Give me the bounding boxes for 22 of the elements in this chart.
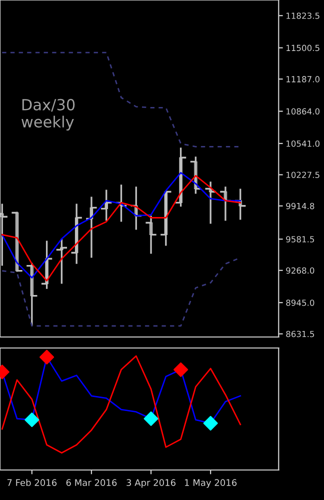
- y-tick-label: 9581.5: [286, 236, 314, 242]
- line-series: [1, 52, 242, 148]
- x-tick-label: 6 Mar 2016: [66, 479, 117, 486]
- y-tick-label: 11187.0: [286, 76, 320, 82]
- annotation: Dax/30 weekly: [22, 98, 75, 131]
- point: [174, 362, 188, 377]
- y-tick-label: 9914.8: [286, 202, 314, 210]
- y-tick-label: 8631.5: [286, 330, 314, 338]
- x-tick-label: 3 Apr 2016: [126, 479, 176, 488]
- point: [24, 412, 40, 428]
- x-tick-label: 7 Feb 2016: [7, 479, 57, 486]
- y-tick-label: 10227.5: [286, 172, 320, 178]
- point: [203, 416, 218, 431]
- y-tick-label: 11823.5: [286, 12, 320, 19]
- y-tick-label: 8945.0: [286, 300, 314, 306]
- y-tick-label: 10864.0: [286, 108, 320, 115]
- point: [40, 350, 54, 364]
- y-tick-label: 11500.5: [286, 44, 320, 52]
- y-tick-label: 10541.0: [286, 140, 320, 147]
- point: [144, 411, 158, 426]
- y-tick-label: 9268.0: [286, 267, 314, 274]
- x-tick-label: 1 May 2016: [185, 479, 237, 488]
